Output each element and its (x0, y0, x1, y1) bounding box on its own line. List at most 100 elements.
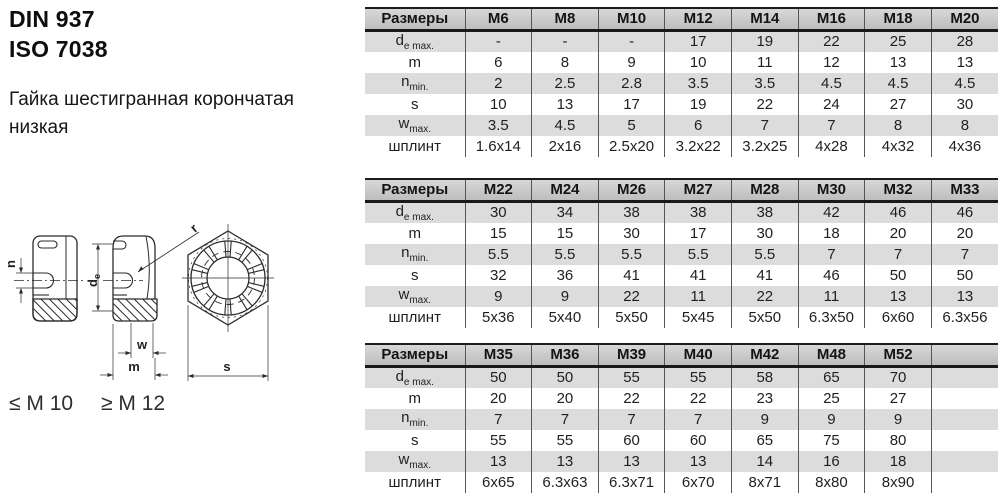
table-row: s 10 13 17 19 22 24 27 30 (365, 93, 998, 115)
value-cell: 3.5 (664, 72, 732, 94)
parameter-label: wmax. (398, 115, 431, 135)
size-column-header: M20 (930, 8, 998, 32)
value-cell: 18 (797, 222, 865, 244)
side-view-large-sizes (92, 231, 200, 380)
value-cell: 8x90 (864, 471, 932, 493)
value-cell: 20 (930, 222, 998, 244)
dimensions-table-m22-m33: Размеры M22 M24 M26 M27 M28 M30 M32 M33 de max. 30… (365, 178, 998, 328)
value-cell (930, 366, 998, 388)
value-cell: 5x50 (597, 306, 665, 328)
parameter-label: nmin. (401, 73, 429, 93)
value-cell: 55 (531, 429, 599, 451)
size-column-header: M26 (597, 179, 665, 203)
value-cell: 5.5 (464, 243, 532, 265)
value-cell: 36 (531, 264, 599, 286)
size-column-header: M27 (664, 179, 732, 203)
params-column-header: Размеры (365, 8, 465, 32)
value-cell: 4.5 (864, 72, 932, 94)
parameter-label: s (411, 431, 419, 449)
value-cell: 6x65 (464, 471, 532, 493)
value-cell: 11 (797, 285, 865, 307)
technical-drawing: n (3, 221, 274, 381)
value-cell: 9 (464, 285, 532, 307)
value-cell: 55 (597, 366, 665, 388)
size-column-header: M39 (597, 344, 665, 368)
parameter-label: шплинт (388, 137, 441, 155)
side-view-small-sizes (14, 235, 86, 322)
value-cell: 9 (864, 408, 932, 430)
dim-label-m: m (128, 359, 140, 374)
value-cell: 50 (464, 366, 532, 388)
parameter-label: m (408, 53, 422, 71)
value-cell: 5.5 (731, 243, 799, 265)
value-cell: 30 (731, 222, 799, 244)
value-cell: 20 (864, 222, 932, 244)
value-cell: 60 (664, 429, 732, 451)
top-view-hex (182, 224, 274, 381)
table-row: шплинт 5x36 5x40 5x50 5x45 5x50 6.3x50 6x60 6.3x… (365, 306, 998, 328)
size-column-header: M36 (531, 344, 599, 368)
value-cell: 55 (464, 429, 532, 451)
value-cell: 6x60 (864, 306, 932, 328)
dim-label-w: w (136, 337, 148, 352)
value-cell: 50 (930, 264, 998, 286)
value-cell: 41 (597, 264, 665, 286)
parameter-label: шплинт (388, 473, 441, 491)
value-cell: 5x50 (731, 306, 799, 328)
size-column-header: M32 (864, 179, 932, 203)
value-cell: 2.5 (531, 72, 599, 94)
value-cell: 70 (864, 366, 932, 388)
params-column-header: Размеры (365, 179, 465, 203)
value-cell: 28 (930, 30, 998, 52)
value-cell (930, 387, 998, 409)
value-cell: 6.3x71 (597, 471, 665, 493)
size-column-header: M18 (864, 8, 932, 32)
value-cell: 12 (797, 51, 865, 73)
size-column-header: M6 (464, 8, 532, 32)
size-column-header: M10 (597, 8, 665, 32)
value-cell: 8 (864, 114, 932, 136)
table-row: wmax. 9 9 22 11 22 11 13 13 (365, 285, 998, 307)
value-cell (930, 450, 998, 472)
value-cell: 5x36 (464, 306, 532, 328)
parameter-label: m (408, 224, 422, 242)
value-cell (930, 471, 998, 493)
value-cell: 3.5 (731, 72, 799, 94)
value-cell: - (531, 30, 599, 52)
parameter-label: de max. (395, 367, 434, 388)
value-cell: 9 (731, 408, 799, 430)
value-cell: 13 (930, 51, 998, 73)
header-row: Размеры M22 M24 M26 M27 M28 M30 M32 M33 (365, 179, 998, 203)
value-cell: 46 (864, 201, 932, 223)
value-cell: 14 (731, 450, 799, 472)
value-cell: 38 (731, 201, 799, 223)
table-row: wmax. 3.5 4.5 5 6 7 7 8 8 (365, 114, 998, 136)
value-cell: 18 (864, 450, 932, 472)
value-cell: 5x45 (664, 306, 732, 328)
value-cell: 22 (797, 30, 865, 52)
value-cell: 8x71 (731, 471, 799, 493)
parameter-label: de max. (395, 202, 434, 223)
value-cell: - (597, 30, 665, 52)
value-cell: 13 (531, 93, 599, 115)
value-cell: 8x80 (797, 471, 865, 493)
value-cell: 22 (731, 285, 799, 307)
value-cell: 24 (797, 93, 865, 115)
value-cell: 10 (664, 51, 732, 73)
value-cell: 27 (864, 387, 932, 409)
value-cell: 7 (597, 408, 665, 430)
value-cell: 75 (797, 429, 865, 451)
value-cell: 25 (864, 30, 932, 52)
parameter-label: de max. (395, 31, 434, 52)
value-cell: 5 (597, 114, 665, 136)
value-cell: 4.5 (930, 72, 998, 94)
standard-title: DIN 937 ISO 7038 (9, 4, 108, 64)
table-row: de max. 30 34 38 38 38 42 46 46 (365, 201, 998, 223)
table-row: m 6 8 9 10 11 12 13 13 (365, 51, 998, 73)
value-cell: 41 (731, 264, 799, 286)
size-column-header: M24 (531, 179, 599, 203)
value-cell: 10 (464, 93, 532, 115)
value-cell: 80 (864, 429, 932, 451)
size-column-header: M16 (797, 8, 865, 32)
